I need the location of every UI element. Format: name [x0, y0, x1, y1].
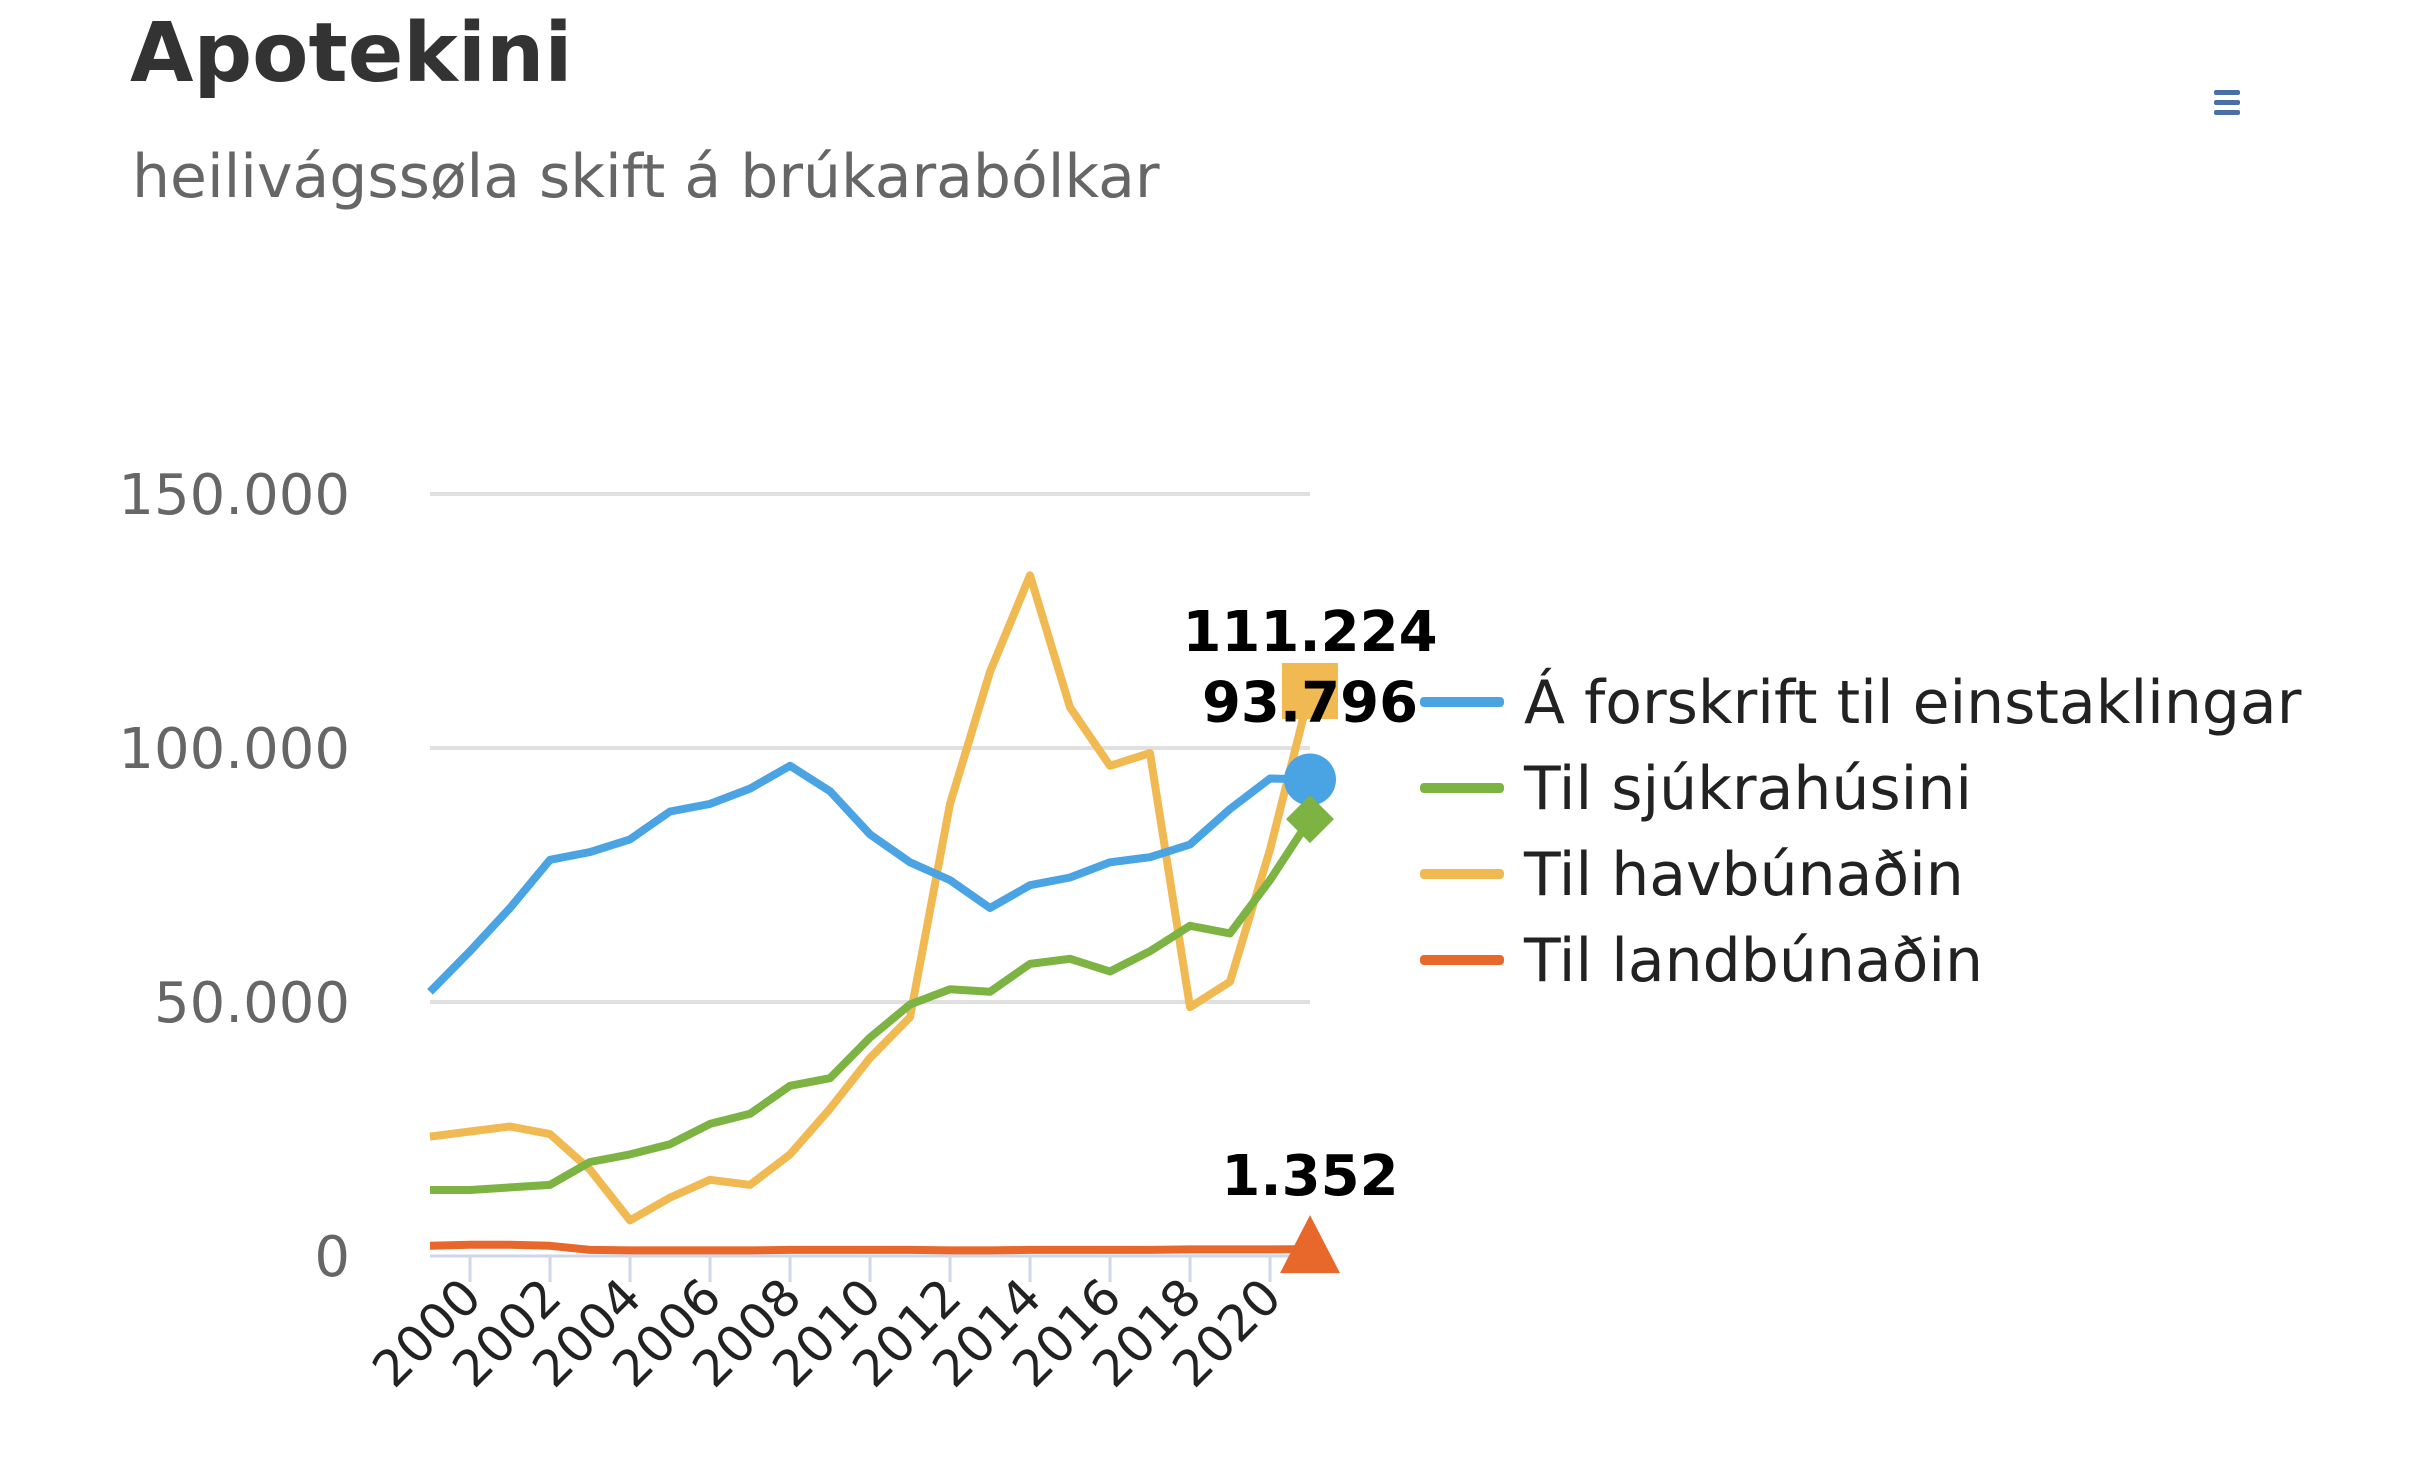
legend-item[interactable]: Á forskrift til einstaklingar: [1420, 660, 2360, 746]
series-line: [429, 571, 1314, 1225]
grid-lines: [430, 492, 1310, 1004]
chart-subtitle: heilivágssøla skift á brúkarabólkar: [132, 142, 1160, 212]
hamburger-menu-icon[interactable]: [2210, 88, 2244, 118]
series-lines: [427, 571, 1314, 1255]
series-marker[interactable]: [1286, 795, 1334, 844]
series-line: [430, 816, 1314, 1194]
series-marker[interactable]: [1282, 662, 1338, 719]
series-line: [429, 1240, 1311, 1255]
legend-item[interactable]: Til havbúnaðin: [1420, 832, 2360, 918]
legend-swatch: [1420, 697, 1504, 707]
y-tick-label: 50.000: [154, 971, 350, 1036]
legend-label: Á forskrift til einstaklingar: [1524, 668, 2302, 738]
legend-label: Til havbúnaðin: [1524, 840, 1964, 910]
y-tick-label: 100.000: [118, 717, 350, 782]
series-marker[interactable]: [1280, 1215, 1340, 1274]
legend: Á forskrift til einstaklingar Til sjúkrah…: [1420, 660, 2360, 1004]
data-label: 93.796: [1202, 671, 1418, 736]
x-axis: 2000200220042006200820102012201420162018…: [361, 1254, 1310, 1398]
data-label: 111.224: [1182, 600, 1437, 665]
y-tick-label: 0: [314, 1225, 350, 1290]
legend-label: Til sjúkrahúsini: [1524, 754, 1973, 824]
y-tick-label: 150.000: [118, 463, 350, 528]
legend-label: Til landbúnaðin: [1524, 926, 1984, 996]
y-axis-ticks: 0 50.000 100.000 150.000: [118, 463, 350, 1290]
series-marker[interactable]: [1284, 753, 1336, 806]
legend-item[interactable]: Til landbúnaðin: [1420, 918, 2360, 1004]
series-markers: [1280, 662, 1340, 1274]
series-line: [427, 761, 1311, 995]
legend-swatch: [1420, 955, 1504, 965]
legend-swatch: [1420, 783, 1504, 793]
legend-item[interactable]: Til sjúkrahúsini: [1420, 746, 2360, 832]
chart-title: Apotekini: [130, 6, 573, 101]
data-label: 1.352: [1221, 1144, 1398, 1209]
legend-swatch: [1420, 869, 1504, 879]
